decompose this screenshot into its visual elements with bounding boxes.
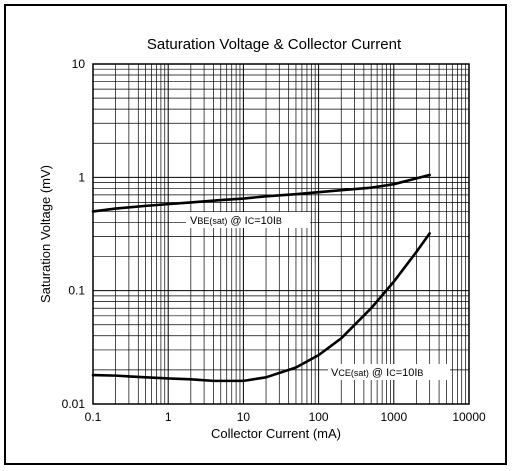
x-tick-label: 100 xyxy=(309,410,329,424)
vce-label-end: =10I xyxy=(396,367,418,379)
x-tick-label: 10000 xyxy=(452,410,486,424)
series-line-1 xyxy=(91,232,431,383)
x-tick-label: 1 xyxy=(165,410,172,424)
x-tick-labels: 0.1 1 10 100 1000 10000 xyxy=(85,410,486,424)
svg-text:VBE(sat) @ IC=10IB: VBE(sat) @ IC=10IB xyxy=(190,215,282,227)
x-tick-label: 1000 xyxy=(380,410,407,424)
vbe-label-mid: @ I xyxy=(227,215,247,227)
vce-label-sub: CE(sat) xyxy=(338,368,369,378)
annotation-vce: VCE(sat) @ IC=10IB xyxy=(328,364,450,380)
x-tick-label: 10 xyxy=(237,410,251,424)
chart-frame: Saturation Voltage & Collector Current 0… xyxy=(4,4,507,465)
series-line-0 xyxy=(91,173,431,213)
chart-title: Saturation Voltage & Collector Current xyxy=(147,36,402,53)
x-axis-label: Collector Current (mA) xyxy=(211,426,341,441)
series-group xyxy=(91,173,431,383)
vce-label-sub3: B xyxy=(417,368,423,378)
plot-area-border xyxy=(92,63,470,405)
chart-svg: Saturation Voltage & Collector Current 0… xyxy=(38,36,486,441)
vce-label-main: V xyxy=(331,367,339,379)
vbe-label-end: =10I xyxy=(254,215,276,227)
grid xyxy=(93,64,469,404)
y-tick-label: 0.1 xyxy=(68,284,85,298)
vce-label-mid: @ I xyxy=(369,367,389,379)
vbe-label-sub: BE(sat) xyxy=(197,216,227,226)
vce-label-sub2: C xyxy=(389,368,396,378)
annotation-vbe: VBE(sat) @ IC=10IB xyxy=(186,212,310,228)
vbe-label-sub3: B xyxy=(276,216,282,226)
y-tick-labels: 0.01 0.1 1 10 xyxy=(62,57,86,411)
svg-text:VCE(sat) @ IC=10IB: VCE(sat) @ IC=10IB xyxy=(331,367,423,379)
x-tick-label: 0.1 xyxy=(85,410,102,424)
y-tick-label: 0.01 xyxy=(62,397,86,411)
vbe-label-sub2: C xyxy=(248,216,255,226)
y-tick-label: 10 xyxy=(72,57,86,71)
vbe-label-main: V xyxy=(190,215,198,227)
y-axis-label: Saturation Voltage (mV) xyxy=(38,165,53,303)
y-tick-label: 1 xyxy=(78,170,85,184)
